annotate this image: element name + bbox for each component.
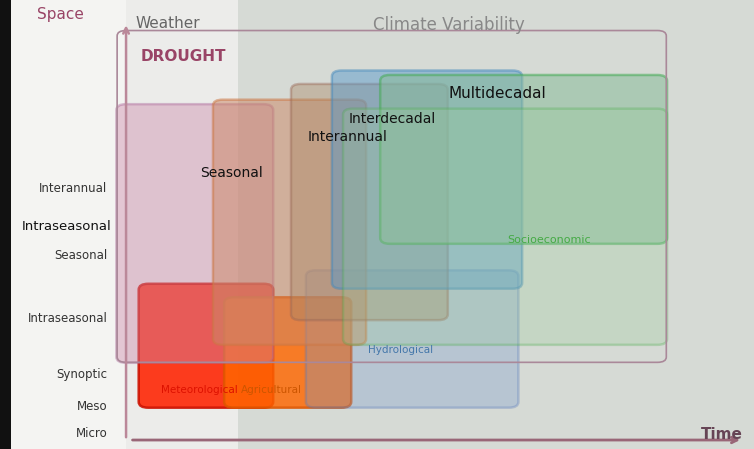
Text: Intraseasonal: Intraseasonal [28,313,108,325]
Text: Weather: Weather [136,16,201,31]
Text: Time: Time [701,427,743,442]
Text: Hydrological: Hydrological [367,345,433,355]
FancyBboxPatch shape [343,109,667,345]
FancyBboxPatch shape [224,297,351,408]
Text: Synoptic: Synoptic [57,369,108,381]
Text: Meso: Meso [77,400,108,413]
Text: Interannual: Interannual [39,182,108,195]
Text: Socioeconomic: Socioeconomic [507,235,590,245]
FancyBboxPatch shape [306,270,519,408]
FancyBboxPatch shape [213,100,366,345]
FancyBboxPatch shape [116,104,273,363]
FancyBboxPatch shape [332,70,522,289]
Text: Seasonal: Seasonal [201,166,263,180]
Bar [11,0,126,449]
Text: Micro: Micro [75,427,108,440]
Text: Intraseasonal: Intraseasonal [21,220,111,233]
Text: Space: Space [37,7,84,22]
Text: Interannual: Interannual [308,130,388,144]
Text: Agricultural: Agricultural [241,385,302,395]
FancyBboxPatch shape [380,75,667,244]
Text: Meteorological: Meteorological [161,385,238,395]
Bar [238,0,754,449]
Text: DROUGHT: DROUGHT [141,49,226,64]
Text: Multidecadal: Multidecadal [448,86,546,101]
FancyBboxPatch shape [139,284,273,408]
FancyBboxPatch shape [291,84,448,320]
Text: Seasonal: Seasonal [54,250,108,262]
Text: Interdecadal: Interdecadal [349,112,437,126]
Text: Climate Variability: Climate Variability [373,16,526,34]
Bar [126,0,238,449]
